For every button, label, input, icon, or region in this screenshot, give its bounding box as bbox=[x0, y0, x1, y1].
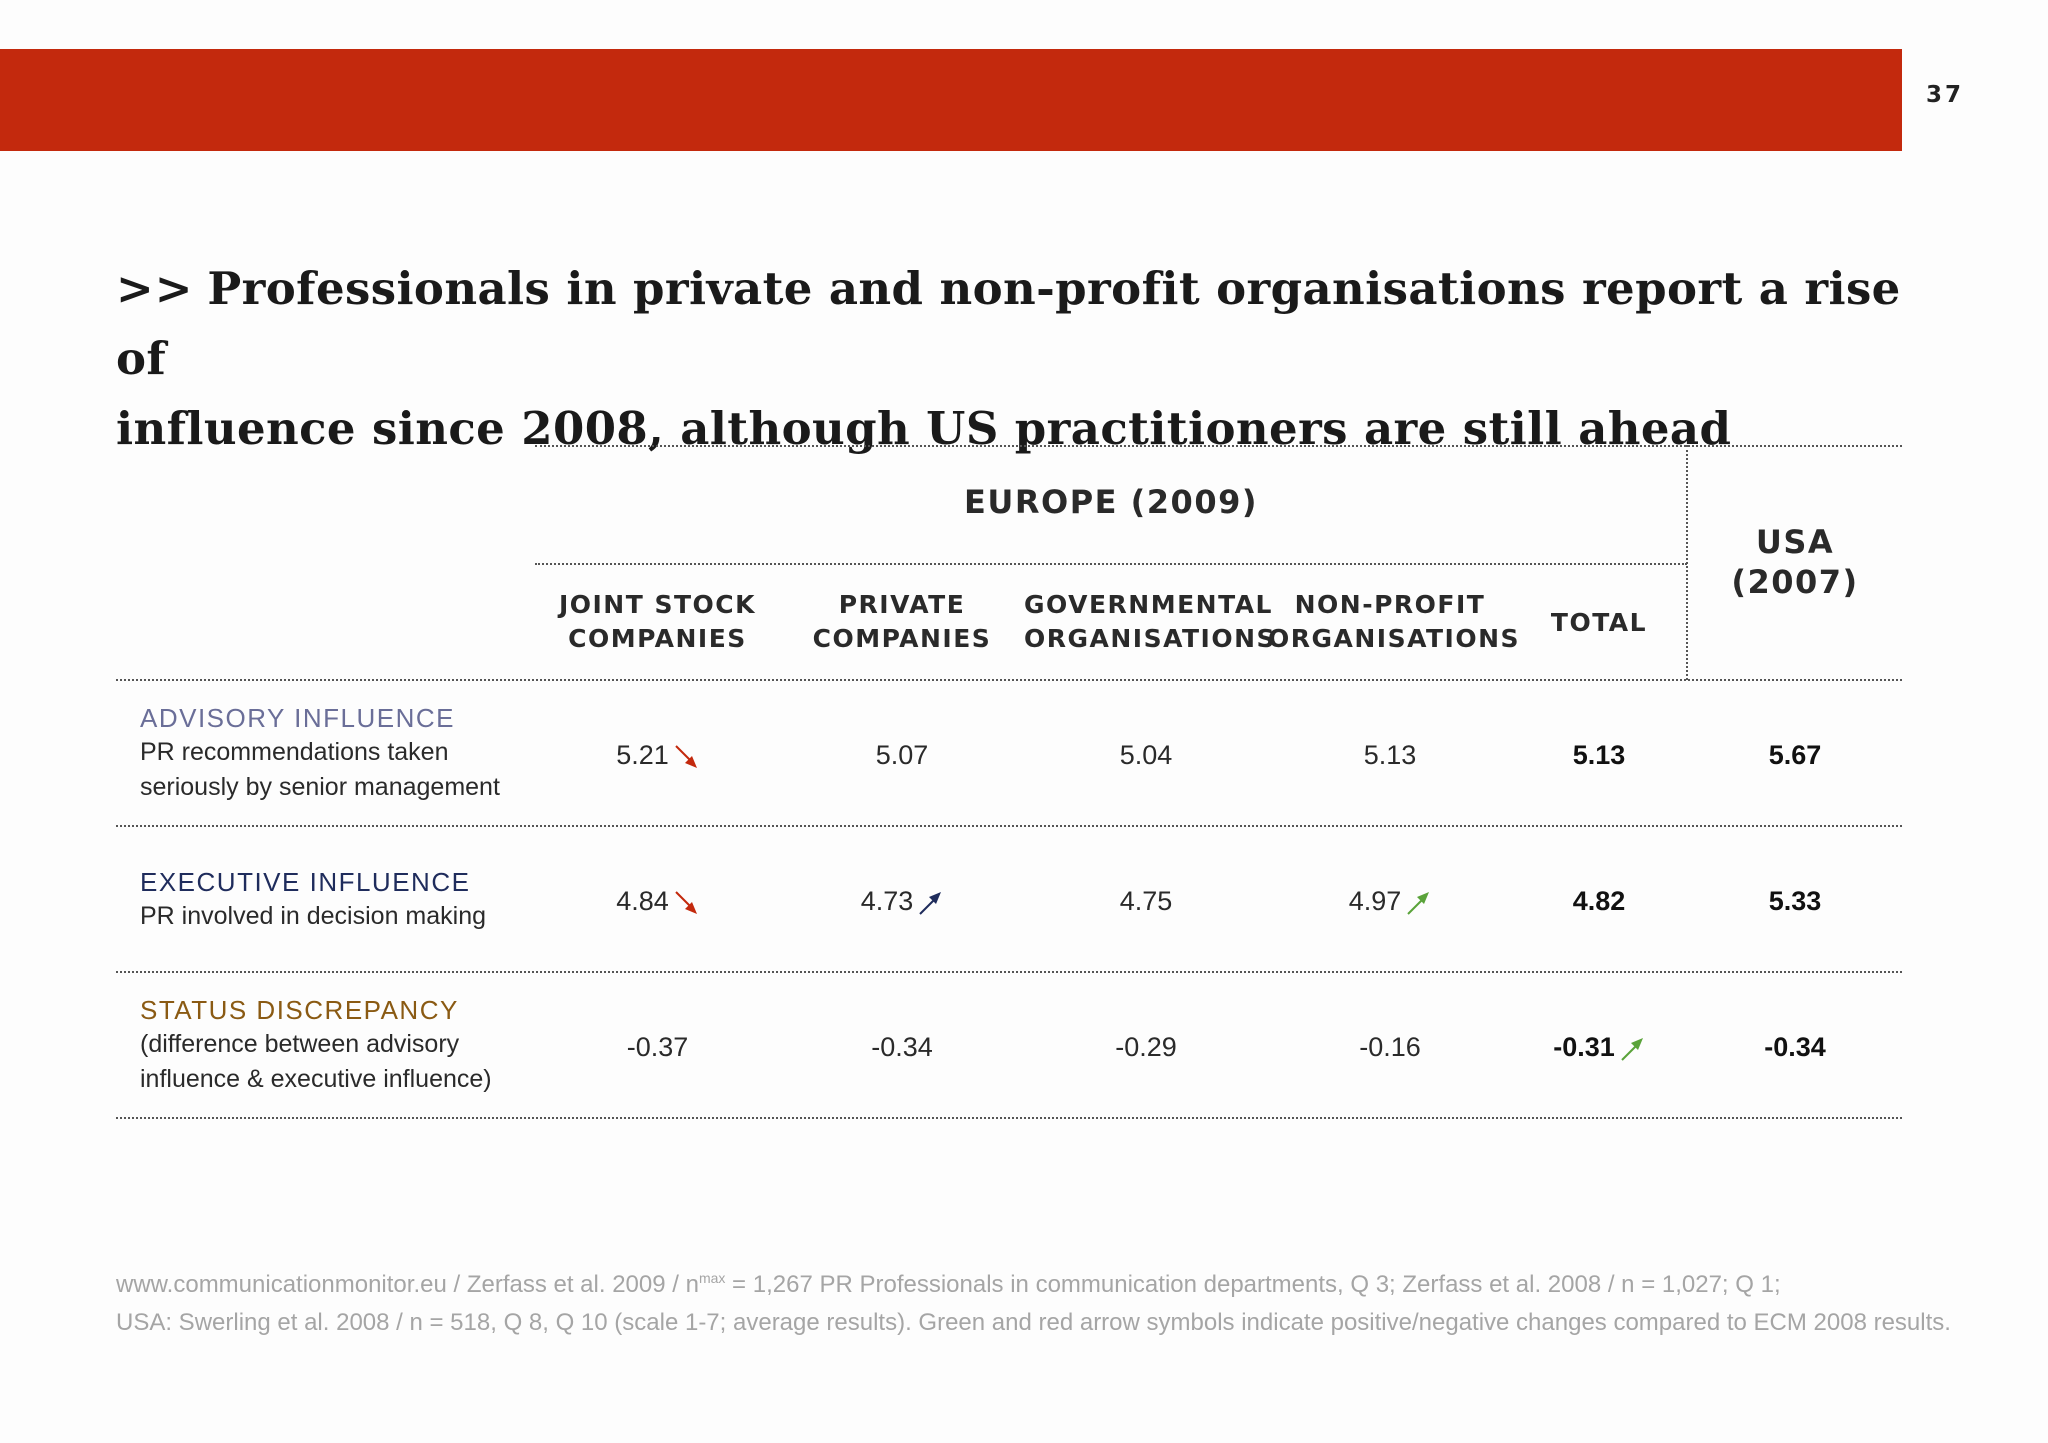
table-cell: 4.97 bbox=[1268, 881, 1512, 921]
cell-value: 5.21 bbox=[616, 740, 669, 770]
table-cell: 5.07 bbox=[780, 735, 1024, 775]
footnote: www.communicationmonitor.eu / Zerfass et… bbox=[116, 1259, 1976, 1342]
row-desc-status: (difference between advisory influence &… bbox=[140, 1030, 492, 1093]
footnote-line-1: www.communicationmonitor.eu / Zerfass et… bbox=[116, 1259, 1976, 1304]
table-cell: -0.37 bbox=[535, 1027, 780, 1067]
cell-value: -0.37 bbox=[626, 1032, 689, 1062]
title-line-1: >> Professionals in private and non-profi… bbox=[116, 254, 1916, 394]
table-cell: 5.21 bbox=[535, 735, 780, 775]
arrow-up-icon bbox=[1621, 1037, 1643, 1061]
footnote-line-1-a: www.communicationmonitor.eu / Zerfass et… bbox=[116, 1271, 699, 1298]
table-cell: 4.73 bbox=[780, 881, 1024, 921]
table-cell: -0.34 bbox=[780, 1027, 1024, 1067]
table-cell: -0.29 bbox=[1024, 1027, 1268, 1067]
page-number: 37 bbox=[1925, 82, 1964, 108]
arrow-up-icon bbox=[1407, 891, 1430, 915]
usa-cell: -0.34 bbox=[1764, 1032, 1826, 1062]
column-header-private: PRIVATE COMPANIES bbox=[812, 590, 992, 653]
footnote-line-2: USA: Swerling et al. 2008 / n = 518, Q 8… bbox=[116, 1309, 1951, 1336]
usa-column-divider bbox=[1686, 445, 1688, 680]
title-line-1-text: Professionals in private and non-profit … bbox=[116, 262, 1901, 385]
arrow-up-icon bbox=[919, 891, 942, 915]
page-title: >> Professionals in private and non-profi… bbox=[116, 254, 1916, 464]
usa-group-header: USA (2007) bbox=[1731, 523, 1859, 601]
column-header-non-profit: NON-PROFIT ORGANISATIONS bbox=[1268, 590, 1521, 653]
cell-value: 5.04 bbox=[1119, 740, 1173, 770]
footnote-line-1-b: = 1,267 PR Professionals in communicatio… bbox=[725, 1271, 1781, 1298]
row-divider bbox=[116, 825, 1902, 827]
europe-header-divider bbox=[535, 563, 1687, 565]
table-top-border bbox=[535, 445, 1902, 447]
cell-value: 5.13 bbox=[1572, 740, 1626, 770]
cell-value: -0.29 bbox=[1115, 1032, 1177, 1062]
cell-value: 4.82 bbox=[1572, 886, 1626, 916]
cell-value: -0.34 bbox=[871, 1032, 933, 1062]
cell-value: 5.07 bbox=[875, 740, 929, 770]
cell-value: -0.16 bbox=[1359, 1032, 1421, 1062]
usa-cell: 5.67 bbox=[1768, 740, 1822, 770]
row-title-executive: EXECUTIVE INFLUENCE bbox=[140, 867, 471, 897]
row-label-advisory: ADVISORY INFLUENCE PR recommendations ta… bbox=[140, 701, 540, 805]
europe-group-header: EUROPE (2009) bbox=[964, 483, 1258, 521]
header-bar bbox=[0, 49, 1902, 151]
footnote-superscript: max bbox=[698, 1270, 726, 1286]
column-header-joint-stock: JOINT STOCK COMPANIES bbox=[558, 590, 757, 653]
cell-value: 5.13 bbox=[1363, 740, 1417, 770]
row-title-status: STATUS DISCREPANCY bbox=[140, 995, 459, 1025]
table-cell: -0.31 bbox=[1512, 1027, 1686, 1067]
arrow-down-icon bbox=[675, 745, 697, 768]
title-prefix: >> bbox=[116, 262, 194, 315]
table-cell: -0.16 bbox=[1268, 1027, 1512, 1067]
cell-value: 4.73 bbox=[860, 886, 914, 916]
cell-value: 4.75 bbox=[1119, 886, 1173, 916]
table-cell: 4.84 bbox=[535, 881, 780, 921]
column-header-governmental: GOVERNMENTAL ORGANISATIONS bbox=[1024, 590, 1277, 653]
row-label-executive: EXECUTIVE INFLUENCE PR involved in decis… bbox=[140, 865, 540, 934]
row-title-advisory: ADVISORY INFLUENCE bbox=[140, 703, 456, 733]
column-header-total: TOTAL bbox=[1550, 608, 1648, 637]
row-desc-executive: PR involved in decision making bbox=[140, 902, 487, 930]
table-cell: 5.13 bbox=[1512, 735, 1686, 775]
cell-value: 4.97 bbox=[1348, 886, 1402, 916]
table-cell: 4.82 bbox=[1512, 881, 1686, 921]
table-cell: 5.13 bbox=[1268, 735, 1512, 775]
row-desc-advisory: PR recommendations taken seriously by se… bbox=[140, 738, 500, 801]
row-label-status: STATUS DISCREPANCY (difference between a… bbox=[140, 993, 540, 1097]
cell-value: 4.84 bbox=[616, 886, 669, 916]
header-bottom-border bbox=[116, 679, 1902, 681]
cell-value: -0.31 bbox=[1553, 1032, 1615, 1062]
table-bottom-border bbox=[116, 1117, 1902, 1119]
row-divider bbox=[116, 971, 1902, 973]
table-cell: 5.04 bbox=[1024, 735, 1268, 775]
usa-cell: 5.33 bbox=[1768, 886, 1822, 916]
arrow-down-icon bbox=[675, 891, 697, 914]
table-cell: 4.75 bbox=[1024, 881, 1268, 921]
